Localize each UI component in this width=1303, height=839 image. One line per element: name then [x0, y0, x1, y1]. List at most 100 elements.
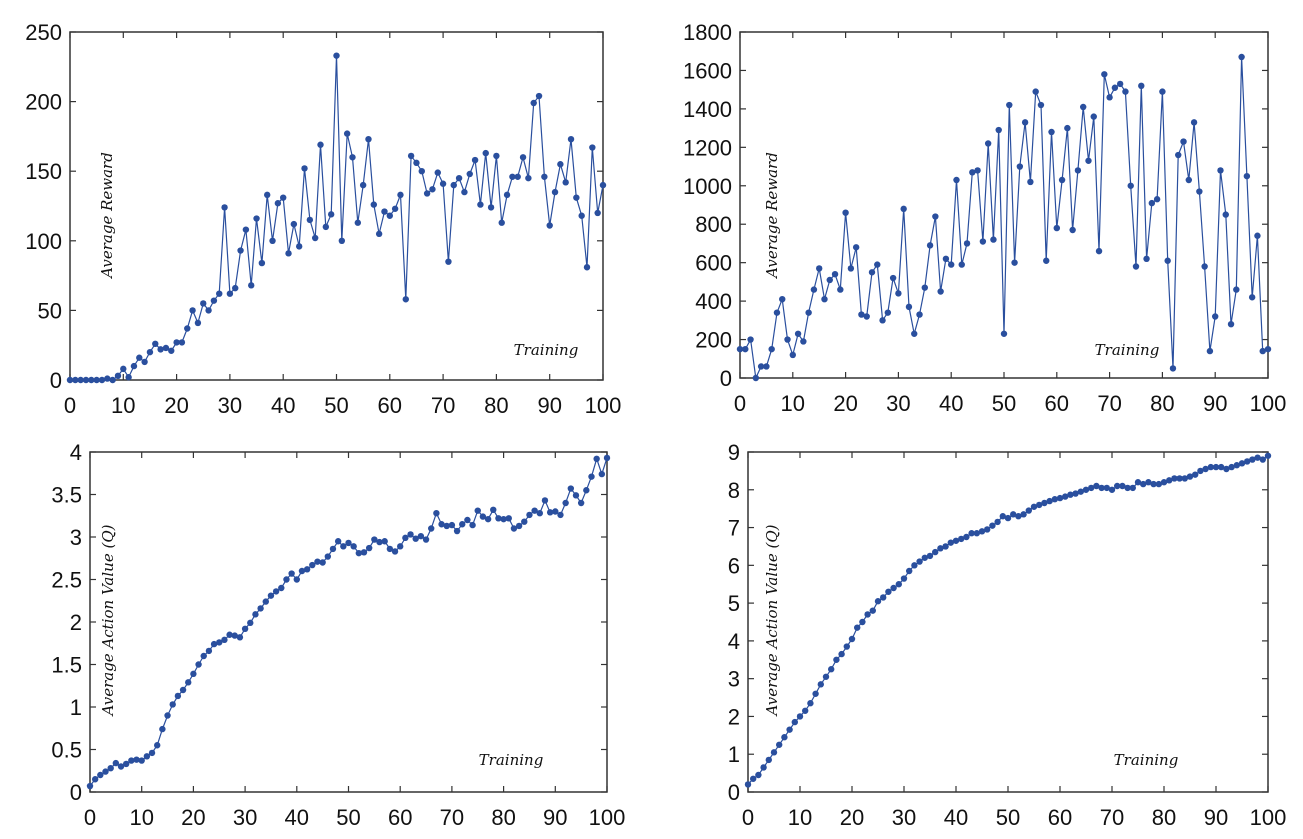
data-point — [459, 521, 466, 528]
data-point — [747, 336, 754, 343]
data-point — [942, 543, 949, 550]
data-point — [365, 544, 373, 552]
x-tick-label: 90 — [1203, 391, 1227, 416]
data-point — [236, 634, 244, 641]
data-point — [319, 559, 326, 566]
data-point — [854, 624, 861, 631]
data-point — [120, 365, 127, 373]
data-point — [1021, 119, 1029, 126]
data-point — [1155, 480, 1163, 488]
data-point — [921, 554, 928, 561]
data-point — [429, 186, 436, 193]
data-point — [541, 497, 549, 504]
data-point — [269, 237, 276, 244]
data-point — [805, 309, 812, 316]
data-point — [173, 339, 180, 346]
data-point — [822, 673, 830, 680]
data-point — [1080, 103, 1087, 111]
data-point — [593, 455, 600, 462]
series-line — [70, 55, 604, 381]
data-point — [535, 92, 543, 100]
data-point — [911, 562, 918, 569]
data-point — [816, 265, 823, 272]
data-point — [1132, 263, 1140, 270]
data-point — [1233, 462, 1241, 469]
data-point — [1212, 463, 1220, 471]
data-point — [1090, 113, 1097, 120]
data-point — [216, 639, 223, 646]
data-point — [371, 536, 378, 543]
data-point — [995, 126, 1002, 134]
data-point — [583, 264, 591, 271]
data-point — [567, 135, 575, 143]
data-point — [285, 250, 292, 257]
data-point — [921, 284, 928, 291]
y-tick-label: 4 — [728, 629, 740, 654]
data-point — [117, 763, 125, 770]
data-point — [241, 625, 249, 632]
data-point — [226, 631, 233, 638]
x-tick-label: 20 — [181, 805, 205, 830]
data-point — [216, 290, 223, 297]
data-point — [93, 376, 100, 384]
y-tick-label: 1 — [70, 695, 82, 720]
x-axis-label: Training — [514, 341, 579, 359]
data-point — [760, 764, 767, 771]
data-point — [505, 515, 512, 522]
data-point — [589, 144, 596, 151]
data-point — [968, 530, 975, 537]
data-point — [407, 531, 414, 538]
data-point — [242, 226, 250, 233]
data-point — [916, 558, 923, 565]
data-point — [1192, 471, 1199, 478]
data-point — [1010, 511, 1017, 518]
data-point — [402, 296, 409, 303]
data-point — [817, 681, 824, 688]
x-tick-label: 10 — [788, 805, 812, 830]
data-point — [1169, 365, 1177, 372]
x-tick-label: 80 — [491, 805, 515, 830]
data-point — [434, 169, 441, 176]
y-tick-label: 3 — [728, 667, 740, 692]
x-tick-label: 60 — [388, 805, 412, 830]
x-axis-label: Training — [479, 751, 544, 769]
data-point — [884, 309, 892, 316]
y-tick-label: 150 — [25, 159, 62, 184]
y-tick-label: 9 — [728, 440, 740, 465]
data-point — [1116, 80, 1124, 88]
data-point — [359, 181, 367, 189]
data-point — [557, 161, 564, 168]
data-point — [1238, 53, 1245, 61]
data-point — [1088, 484, 1095, 492]
data-point — [755, 771, 762, 779]
data-point — [880, 594, 887, 601]
data-point — [1148, 199, 1156, 207]
data-point — [413, 159, 420, 167]
data-point — [1101, 71, 1108, 78]
data-point — [1114, 482, 1121, 490]
data-point — [104, 375, 111, 382]
data-point — [322, 223, 330, 231]
data-point — [355, 549, 363, 557]
data-point — [1056, 494, 1064, 502]
data-point — [386, 545, 394, 553]
data-point — [1043, 257, 1050, 264]
y-tick-label: 0 — [70, 780, 82, 805]
data-point — [826, 276, 833, 284]
x-tick-label: 70 — [1097, 391, 1121, 416]
y-tick-label: 800 — [695, 212, 732, 237]
data-point — [248, 282, 255, 289]
data-point — [159, 725, 166, 733]
data-point — [1264, 452, 1272, 459]
data-point — [1138, 82, 1145, 90]
data-point — [112, 759, 120, 767]
x-tick-label: 50 — [336, 805, 360, 830]
x-tick-label: 40 — [285, 805, 309, 830]
plot-frame — [69, 31, 604, 381]
data-point — [178, 339, 186, 346]
data-point — [1206, 347, 1214, 355]
x-tick-label: 0 — [734, 391, 746, 416]
y-tick-label: 2.5 — [51, 568, 82, 593]
data-point — [340, 543, 347, 550]
x-tick-label: 20 — [164, 393, 188, 418]
